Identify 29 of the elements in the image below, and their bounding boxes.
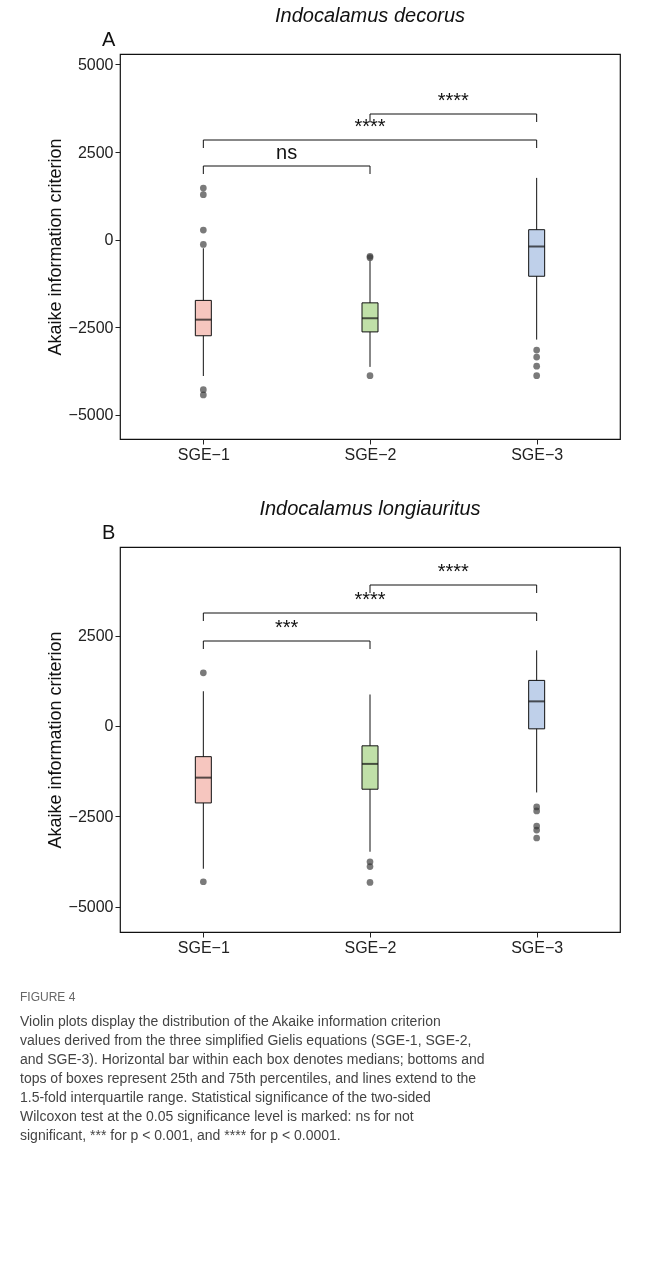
x-tick-label: SGE−3 [511,938,564,956]
y-tick-label: −5000 [68,898,114,916]
x-tick-label: SGE−1 [177,445,230,463]
annotation: **** [437,89,470,111]
y-axis-title: Akaike information criterion [44,631,65,849]
annotation: **** [437,560,470,582]
annotation: **** [354,588,386,610]
caption: FIGURE 4 [20,990,76,1004]
annotation: *** [274,616,299,638]
chart-title: Indocalamus decorus [274,4,466,26]
y-tick-label: 5000 [77,56,114,73]
y-tick-label: 0 [104,717,114,735]
annotation: **** [354,115,386,137]
y-tick-label: 2500 [77,143,114,161]
annotation: ns [276,141,298,163]
x-tick-label: SGE−1 [177,938,230,956]
y-tick-label: −2500 [68,807,114,825]
y-axis-title: Akaike information criterion [44,138,65,356]
chart-title: Indocalamus longiauritus [259,497,481,519]
text: A [102,28,116,50]
y-tick-label: −2500 [68,318,114,336]
x-tick-label: SGE−2 [344,445,397,463]
y-tick-label: 0 [104,231,114,248]
text: Violin plots display the distribution of the Akaike information criterion values derived from the three simplified Gielis equations (SGE-1, SGE-2, and SGE-3). Horizontal bar within each box denotes medians; bottoms and tops of boxes represent 25th and 75th percentiles, and lines extend to the 1.5-fold interquartile range. Statistical significance of the two-sided Wilcoxon test at the 0.05 significance level is marked: ns for not significant, *** for p < 0.001, and **** for p < 0.0001. [20,1013,485,1143]
y-tick-label: −5000 [68,406,114,423]
x-tick-label: SGE−2 [344,938,397,956]
text: B [102,521,116,543]
y-tick-label: 2500 [77,627,114,645]
x-tick-label: SGE−3 [511,445,564,463]
